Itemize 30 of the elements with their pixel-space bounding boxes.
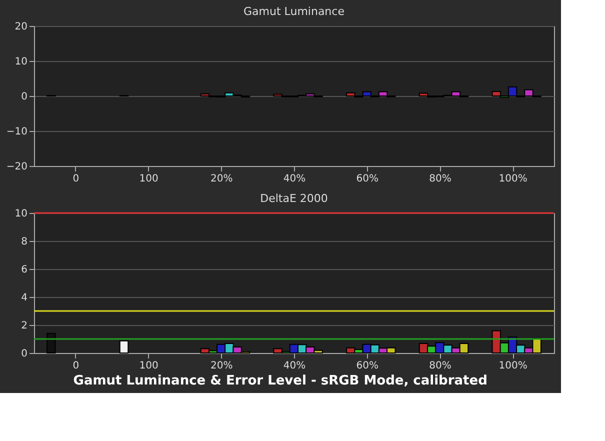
x-tick-label: 100% [498, 360, 528, 372]
x-tick-label: 80% [429, 174, 452, 184]
y-tick-label: 4 [21, 292, 28, 304]
y-tick-label: 10 [14, 208, 28, 220]
y-tick-label: 10 [14, 56, 28, 68]
y-tick-label: −20 [6, 162, 28, 172]
chart-title: Gamut Luminance [244, 5, 345, 18]
x-tick-label: 60% [356, 174, 378, 184]
x-tick-label: 0 [72, 360, 80, 372]
bar [46, 332, 56, 354]
x-tick-label: 40% [283, 360, 306, 372]
y-tick-label: 0 [21, 348, 28, 360]
y-tick-label: 0 [21, 92, 28, 102]
y-tick-label: 20 [14, 22, 28, 32]
x-tick-label: 100 [139, 174, 158, 184]
x-tick-label: 100% [498, 174, 528, 184]
x-tick-label: 80% [429, 360, 452, 372]
bar [119, 340, 129, 354]
y-tick-label: 6 [21, 264, 28, 276]
y-tick-label: 2 [21, 320, 28, 332]
x-tick-label: 20% [210, 360, 233, 372]
y-tick-label: 8 [21, 236, 28, 248]
x-tick-label: 100 [139, 360, 158, 372]
y-tick-label: −10 [6, 126, 28, 138]
x-tick-label: 0 [72, 174, 80, 184]
x-tick-label: 60% [356, 360, 378, 372]
x-tick-label: 20% [210, 174, 233, 184]
x-tick-label: 40% [283, 174, 306, 184]
chart-title: DeltaE 2000 [260, 192, 328, 205]
text: Gamut Luminance & Error Level - sRGB Mode, calibrated [73, 374, 488, 388]
